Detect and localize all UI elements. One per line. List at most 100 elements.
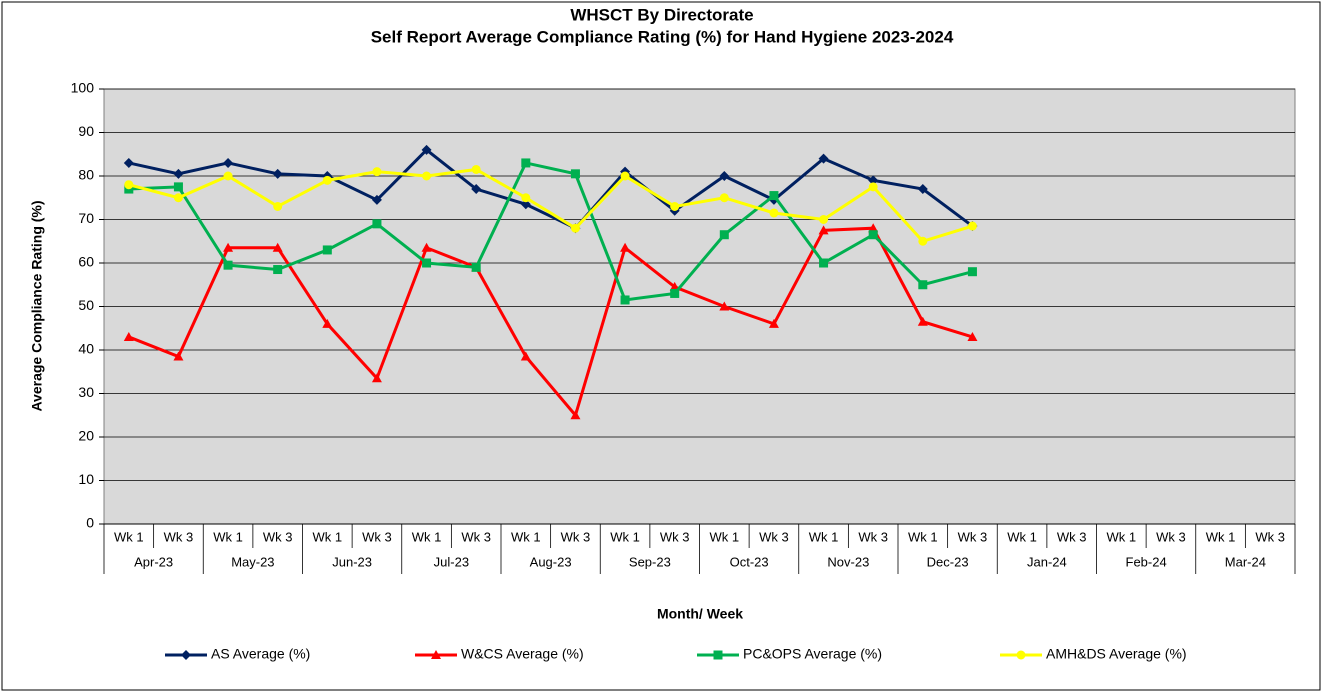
y-tick-label: 30: [78, 384, 94, 400]
y-tick-label: 10: [78, 471, 94, 487]
x-tick-label: Wk 1: [908, 529, 938, 544]
x-tick-label: Wk 3: [958, 529, 988, 544]
data-point: [768, 318, 779, 328]
x-tick-label: Wk 3: [759, 529, 789, 544]
data-point: [819, 258, 829, 268]
y-tick-label: 60: [78, 254, 94, 270]
month-label: Aug-23: [530, 554, 572, 569]
data-point: [769, 208, 779, 218]
data-point: [123, 331, 134, 341]
data-point: [719, 301, 730, 311]
x-tick-label: Wk 1: [114, 529, 144, 544]
data-point: [371, 194, 382, 205]
month-label: May-23: [231, 554, 274, 569]
month-label: Jun-23: [332, 554, 372, 569]
data-point: [173, 351, 184, 361]
data-point: [818, 153, 829, 164]
y-axis-title: Average Compliance Rating (%): [29, 200, 45, 411]
data-point: [223, 242, 234, 252]
data-point: [173, 182, 183, 192]
month-label: Dec-23: [927, 554, 969, 569]
data-point: [868, 175, 879, 186]
x-tick-label: Wk 3: [561, 529, 591, 544]
data-point: [422, 258, 432, 268]
x-tick-label: Wk 1: [610, 529, 640, 544]
series-line: [128, 147, 974, 231]
data-point: [272, 168, 283, 179]
data-point: [670, 201, 680, 211]
series-line: [128, 167, 973, 243]
x-tick-label: Wk 1: [412, 529, 442, 544]
data-point: [620, 171, 630, 181]
y-tick-label: 90: [78, 123, 94, 139]
x-tick-label: Wk 3: [263, 529, 293, 544]
data-point: [570, 169, 580, 179]
x-tick-label: Wk 1: [313, 529, 343, 544]
y-tick-label: 70: [78, 210, 94, 226]
chart-subtitle: Self Report Average Compliance Rating (%…: [371, 27, 954, 46]
x-tick-label: Wk 1: [1007, 529, 1037, 544]
data-point: [819, 215, 829, 224]
month-label: Feb-24: [1126, 554, 1167, 569]
data-point: [322, 175, 332, 185]
x-tick-label: Wk 1: [809, 529, 839, 544]
data-point: [521, 193, 531, 203]
month-label: Jan-24: [1027, 554, 1067, 569]
data-point: [173, 168, 184, 179]
legend-marker: [1016, 650, 1026, 660]
chart-title: WHSCT By Directorate: [570, 5, 753, 24]
x-tick-label: Wk 1: [710, 529, 740, 544]
legend-label: W&CS Average (%): [461, 646, 584, 662]
data-point: [719, 193, 729, 203]
month-label: Nov-23: [827, 554, 869, 569]
x-tick-label: Wk 3: [660, 529, 690, 544]
data-point: [124, 180, 134, 190]
month-label: Jul-23: [434, 554, 469, 569]
data-point: [372, 219, 382, 229]
data-point: [620, 295, 630, 305]
data-point: [868, 230, 878, 240]
data-point: [967, 221, 977, 231]
x-tick-label: Wk 1: [511, 529, 541, 544]
month-label: Mar-24: [1225, 554, 1266, 569]
month-label: Oct-23: [730, 554, 769, 569]
month-label: Sep-23: [629, 554, 671, 569]
data-point: [372, 167, 382, 177]
data-point: [322, 318, 333, 328]
data-point: [421, 242, 432, 252]
data-point: [371, 373, 382, 383]
data-point: [719, 230, 729, 240]
x-tick-label: Wk 3: [1255, 529, 1285, 544]
data-point: [223, 157, 234, 168]
legend-marker: [431, 650, 441, 659]
y-tick-label: 80: [78, 167, 94, 183]
y-tick-label: 0: [86, 515, 94, 531]
data-point: [818, 225, 829, 235]
data-point: [670, 288, 680, 298]
data-point: [967, 331, 978, 341]
data-point: [223, 260, 233, 270]
data-point: [471, 184, 482, 195]
legend-label: AMH&DS Average (%): [1046, 646, 1187, 662]
x-tick-label: Wk 3: [461, 529, 491, 544]
x-tick-label: Wk 3: [1057, 529, 1087, 544]
data-point: [471, 164, 481, 174]
data-point: [173, 193, 183, 203]
data-point: [918, 280, 928, 290]
y-tick-label: 100: [71, 80, 95, 96]
x-tick-label: Wk 1: [213, 529, 243, 544]
data-point: [521, 158, 531, 168]
legend-marker: [713, 650, 723, 660]
series-line: [128, 226, 973, 419]
legend-marker: [181, 650, 191, 660]
data-point: [769, 191, 779, 201]
data-point: [917, 184, 928, 195]
y-tick-label: 40: [78, 341, 94, 357]
legend-label: PC&OPS Average (%): [743, 646, 882, 662]
data-point: [868, 223, 879, 233]
y-tick-label: 50: [78, 297, 94, 313]
series-line: [128, 161, 973, 302]
month-label: Apr-23: [134, 554, 173, 569]
data-point: [620, 242, 631, 252]
